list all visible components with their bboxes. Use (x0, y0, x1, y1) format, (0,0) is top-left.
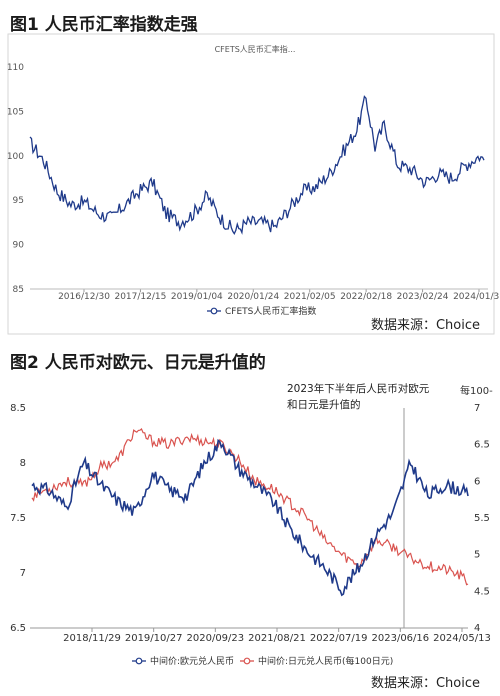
figure1-xtick-label: 2016/12/30 (58, 292, 110, 302)
figure2-annotation-line2: 和日元是升值的 (287, 398, 361, 411)
figure2-series-eur (31, 438, 469, 597)
figure1-y-axis: 85 90 95 100 105 110 (7, 63, 24, 295)
figure1-xtick-label: 2021/02/05 (284, 292, 336, 302)
figure1-ytick-label: 90 (13, 241, 25, 251)
figure2-xtick-label: 2021/08/21 (248, 633, 306, 644)
figure2-x-axis: 2018/11/29 2019/10/27 2020/09/23 2021/08/21… (63, 628, 491, 644)
figure1-xtick-label: 2023/02/24 (397, 292, 449, 302)
figure2-chart: 6.5 7 7.5 8 8.5 4 4.5 5 5.5 6 6.5 7 2018/11/29 2019… (10, 382, 493, 667)
figure2-right-ytick-label: 4.5 (474, 586, 490, 597)
figure2-legend-eur-label: 中间价:欧元兑人民币 (150, 655, 234, 667)
figure1-ytick-label: 95 (13, 196, 24, 206)
figure1-legend: CFETS人民币汇率指数 (207, 305, 316, 317)
figure1-ytick-label: 110 (7, 63, 24, 73)
figure1-series-line (29, 95, 485, 236)
figure2-legend-jpy-label: 中间价:日元兑人民币(每100日元) (258, 655, 393, 667)
figure2-left-ytick-label: 8.5 (10, 403, 26, 414)
figure2-left-ytick-label: 6.5 (10, 623, 26, 634)
figure2-xtick-label: 2019/10/27 (125, 633, 183, 644)
figure2-right-ytick-label: 5.5 (474, 513, 490, 524)
figure2-annotation-line1: 2023年下半年后人民币对欧元 (287, 382, 430, 395)
figure1-ytick-label: 100 (7, 152, 24, 162)
figure1-chart-title: CFETS人民币汇率指... (215, 44, 296, 54)
figure2-xtick-label: 2024/05/13 (433, 633, 491, 644)
figure2-xtick-label: 2022/07/19 (310, 633, 368, 644)
figure2-left-ytick-label: 7 (20, 568, 26, 579)
figure2-xtick-label: 2023/06/16 (372, 633, 430, 644)
figure2-xtick-label: 2018/11/29 (63, 633, 121, 644)
figure1-ytick-label: 85 (13, 285, 24, 295)
figure2-right-ytick-label: 7 (474, 403, 480, 414)
figure1-xtick-label: 2024/01/31 (453, 292, 500, 302)
figure1-xtick-label: 2017/12/15 (114, 292, 166, 302)
figure2-series-jpy (31, 428, 469, 586)
figure2-xtick-label: 2020/09/23 (187, 633, 245, 644)
figure1-frame (7, 33, 495, 335)
figure1-source: 数据来源：Choice (370, 318, 480, 333)
figure2-legend: 中间价:欧元兑人民币 中间价:日元兑人民币(每100日元) (132, 655, 393, 667)
figure2-right-ytick-label: 4 (474, 623, 480, 634)
figure2-title: 图2 人民币对欧元、日元是升值的 (10, 353, 266, 373)
figure2-left-ytick-label: 8 (20, 458, 26, 469)
figure2-right-ytick-label: 6 (474, 476, 480, 487)
figure2-legend-jpy-marker (243, 657, 251, 665)
figure2-left-y-axis: 6.5 7 7.5 8 8.5 (10, 403, 26, 634)
figure1-title: 图1 人民币汇率指数走强 (10, 15, 198, 35)
figure1-xtick-label: 2022/02/18 (340, 292, 392, 302)
figure1-legend-label: CFETS人民币汇率指数 (225, 305, 316, 317)
figure1-xtick-label: 2019/01/04 (171, 292, 223, 302)
figure2-right-axis-label: 每100- (460, 384, 493, 397)
figure2-right-ytick-label: 5 (474, 550, 480, 561)
figure2-right-y-axis: 4 4.5 5 5.5 6 6.5 7 (474, 403, 490, 634)
figure2-legend-eur-marker (135, 657, 143, 665)
figure1-chart: CFETS人民币汇率指... 85 90 95 100 105 110 2016/12/3… (7, 33, 500, 335)
figure2-source: 数据来源：Choice (370, 676, 480, 691)
figure1-legend-marker (210, 307, 218, 315)
figure2-right-ytick-label: 6.5 (474, 440, 490, 451)
figure2-left-ytick-label: 7.5 (10, 513, 26, 524)
figure1-xtick-label: 2020/01/24 (227, 292, 279, 302)
figure1-ytick-label: 105 (7, 107, 24, 117)
